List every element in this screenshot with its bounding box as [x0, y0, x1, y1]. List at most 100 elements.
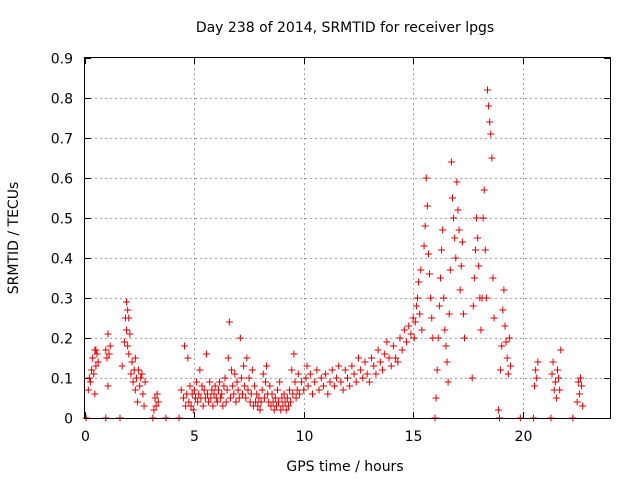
data-point	[416, 310, 424, 318]
data-point	[204, 390, 211, 398]
data-point	[205, 398, 213, 406]
data-point	[136, 382, 144, 390]
data-point	[295, 390, 303, 398]
data-point	[88, 366, 96, 374]
data-point	[209, 402, 217, 410]
data-point	[346, 382, 354, 390]
data-point	[289, 390, 297, 398]
data-point	[222, 398, 230, 406]
data-point	[479, 214, 487, 222]
data-point	[92, 346, 100, 354]
data-point	[471, 246, 479, 254]
data-point	[469, 302, 477, 310]
data-point	[309, 390, 316, 398]
data-point	[435, 302, 443, 310]
data-point	[291, 378, 299, 386]
data-point	[228, 366, 236, 374]
data-point	[91, 390, 99, 398]
data-point	[315, 386, 323, 394]
y-tick-label: 0.5	[51, 212, 73, 228]
data-point	[135, 366, 143, 374]
data-point	[104, 382, 112, 390]
data-point	[256, 406, 264, 414]
data-point	[403, 338, 411, 346]
y-tick-labels: 0 0.1 0.2 0.3 0.4 0.5 0.6 0.7 0.8 0.9	[51, 52, 73, 428]
data-point	[208, 386, 216, 394]
y-tick-label: 0.4	[51, 252, 73, 268]
data-point	[276, 378, 284, 386]
data-point	[226, 394, 234, 402]
data-point	[280, 390, 288, 398]
data-point	[468, 374, 476, 382]
data-point	[422, 174, 430, 182]
data-point	[417, 266, 425, 274]
data-point	[372, 370, 380, 378]
data-point	[94, 358, 102, 366]
data-point	[150, 406, 158, 414]
data-point	[415, 278, 423, 286]
y-tick-label: 0.7	[51, 132, 73, 148]
data-point	[141, 378, 149, 386]
data-point	[186, 382, 194, 390]
data-point	[123, 326, 131, 334]
data-point	[292, 394, 300, 402]
data-point	[405, 322, 413, 330]
data-point	[441, 326, 449, 334]
data-point	[506, 362, 514, 370]
data-point	[432, 394, 440, 402]
data-point	[139, 390, 147, 398]
data-point	[361, 358, 369, 366]
data-point	[268, 390, 276, 398]
data-point	[578, 382, 586, 390]
data-point	[184, 354, 192, 362]
data-point	[216, 378, 224, 386]
data-point	[410, 334, 418, 342]
data-point	[576, 374, 584, 382]
data-point	[368, 354, 376, 362]
data-point	[423, 202, 431, 210]
data-point	[202, 350, 210, 358]
data-point	[443, 358, 451, 366]
data-point	[381, 350, 389, 358]
data-point	[482, 294, 490, 302]
data-point	[328, 366, 336, 374]
data-point	[126, 330, 134, 338]
data-point	[270, 406, 278, 414]
x-tick-labels: 0 5 10 15 20	[81, 429, 532, 445]
data-point	[319, 382, 327, 390]
data-point	[261, 378, 269, 386]
data-point	[306, 370, 314, 378]
data-point	[374, 346, 382, 354]
data-point	[217, 394, 225, 402]
data-point	[86, 378, 94, 386]
data-point	[302, 374, 310, 382]
data-point	[533, 374, 541, 382]
data-point	[219, 402, 227, 410]
data-point	[480, 186, 488, 194]
data-point	[293, 386, 301, 394]
data-point	[140, 402, 148, 410]
data-point	[251, 382, 259, 390]
data-point	[243, 354, 251, 362]
data-point	[248, 366, 256, 374]
data-point	[324, 390, 332, 398]
data-point	[193, 378, 201, 386]
data-point	[440, 294, 448, 302]
data-point	[254, 402, 262, 410]
data-point	[459, 310, 467, 318]
data-point	[102, 346, 110, 354]
data-point	[337, 378, 345, 386]
data-point	[551, 378, 559, 386]
data-point	[420, 242, 428, 250]
data-point	[131, 386, 139, 394]
data-point	[411, 318, 419, 326]
data-point	[424, 250, 432, 258]
data-point	[84, 386, 92, 394]
data-point	[242, 394, 250, 402]
data-point	[286, 386, 294, 394]
data-point	[335, 362, 343, 370]
data-point	[455, 226, 463, 234]
data-point	[385, 354, 393, 362]
data-point	[131, 354, 139, 362]
data-point	[426, 270, 434, 278]
